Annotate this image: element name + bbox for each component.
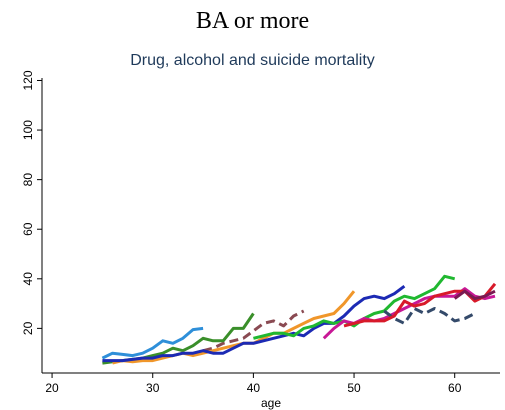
y-tick-label: 80	[21, 173, 35, 187]
axis-ticks: 20 40 60 80 100 120 20 30 40 50 60	[21, 70, 462, 395]
x-tick-label: 60	[448, 381, 462, 395]
x-tick-label: 20	[45, 381, 59, 395]
x-tick-label: 30	[146, 381, 160, 395]
x-tick-label: 40	[247, 381, 261, 395]
y-tick-label: 120	[21, 70, 35, 90]
series-lines	[101, 274, 497, 365]
y-tick-label: 60	[21, 222, 35, 236]
x-axis-label: age	[261, 396, 281, 410]
series-line-1	[101, 326, 204, 360]
series-line-9	[343, 282, 497, 328]
x-tick-label: 50	[347, 381, 361, 395]
y-tick-label: 40	[21, 272, 35, 286]
chart-subtitle: Drug, alcohol and suicide mortality	[130, 52, 375, 69]
y-tick-label: 20	[21, 321, 35, 335]
series-line-10	[453, 289, 496, 301]
chart-title: BA or more	[195, 8, 310, 34]
series-line-4	[112, 290, 356, 365]
series-line-5	[102, 284, 406, 363]
series-line-6	[253, 274, 456, 340]
series-line-8	[383, 307, 476, 325]
series-line-2	[202, 309, 305, 353]
y-tick-label: 100	[21, 120, 35, 140]
